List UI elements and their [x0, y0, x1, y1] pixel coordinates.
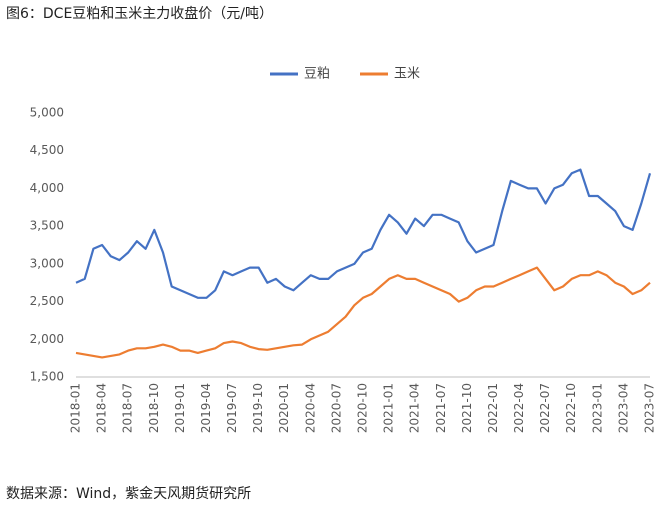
- x-tick-label: 2019-07: [225, 383, 239, 433]
- y-tick-label: 4,500: [30, 143, 64, 157]
- x-tick-label: 2022-10: [564, 383, 578, 433]
- source-note: 数据来源：Wind，紫金天风期货研究所: [6, 485, 251, 502]
- x-tick-label: 2022-01: [486, 383, 500, 433]
- legend-label: 玉米: [394, 67, 420, 82]
- y-tick-label: 5,000: [30, 106, 64, 120]
- series-line: [75, 266, 651, 359]
- x-tick-label: 2023-07: [643, 383, 657, 433]
- x-tick-label: 2020-04: [303, 383, 317, 433]
- x-tick-label: 2021-04: [408, 383, 422, 433]
- x-tick-label: 2020-10: [356, 383, 370, 433]
- x-tick-label: 2021-01: [382, 383, 396, 433]
- y-tick-label: 4,000: [30, 181, 64, 195]
- y-tick-label: 3,000: [30, 256, 64, 270]
- x-tick-label: 2019-10: [251, 383, 265, 433]
- x-tick-label: 2018-10: [147, 383, 161, 433]
- y-tick-label: 2,000: [30, 332, 64, 346]
- legend-label: 豆粕: [304, 67, 330, 82]
- x-tick-label: 2020-07: [329, 383, 343, 433]
- x-tick-label: 2019-04: [199, 383, 213, 433]
- chart-title: 图6：DCE豆粕和玉米主力收盘价（元/吨）: [6, 5, 273, 22]
- x-tick-label: 2023-04: [616, 383, 630, 433]
- x-tick-label: 2018-07: [121, 383, 135, 433]
- x-tick-label: 2021-07: [434, 383, 448, 433]
- series-line: [75, 168, 652, 299]
- y-tick-label: 2,500: [30, 294, 64, 308]
- y-tick-label: 3,500: [30, 219, 64, 233]
- y-tick-label: 1,500: [30, 370, 64, 384]
- x-tick-label: 2018-01: [69, 383, 83, 433]
- x-tick-label: 2022-07: [538, 383, 552, 433]
- x-tick-label: 2023-01: [590, 383, 604, 433]
- x-tick-label: 2019-01: [173, 383, 187, 433]
- x-tick-label: 2018-04: [95, 383, 109, 433]
- x-tick-label: 2022-04: [512, 383, 526, 433]
- x-tick-label: 2020-01: [277, 383, 291, 433]
- x-tick-label: 2021-10: [460, 383, 474, 433]
